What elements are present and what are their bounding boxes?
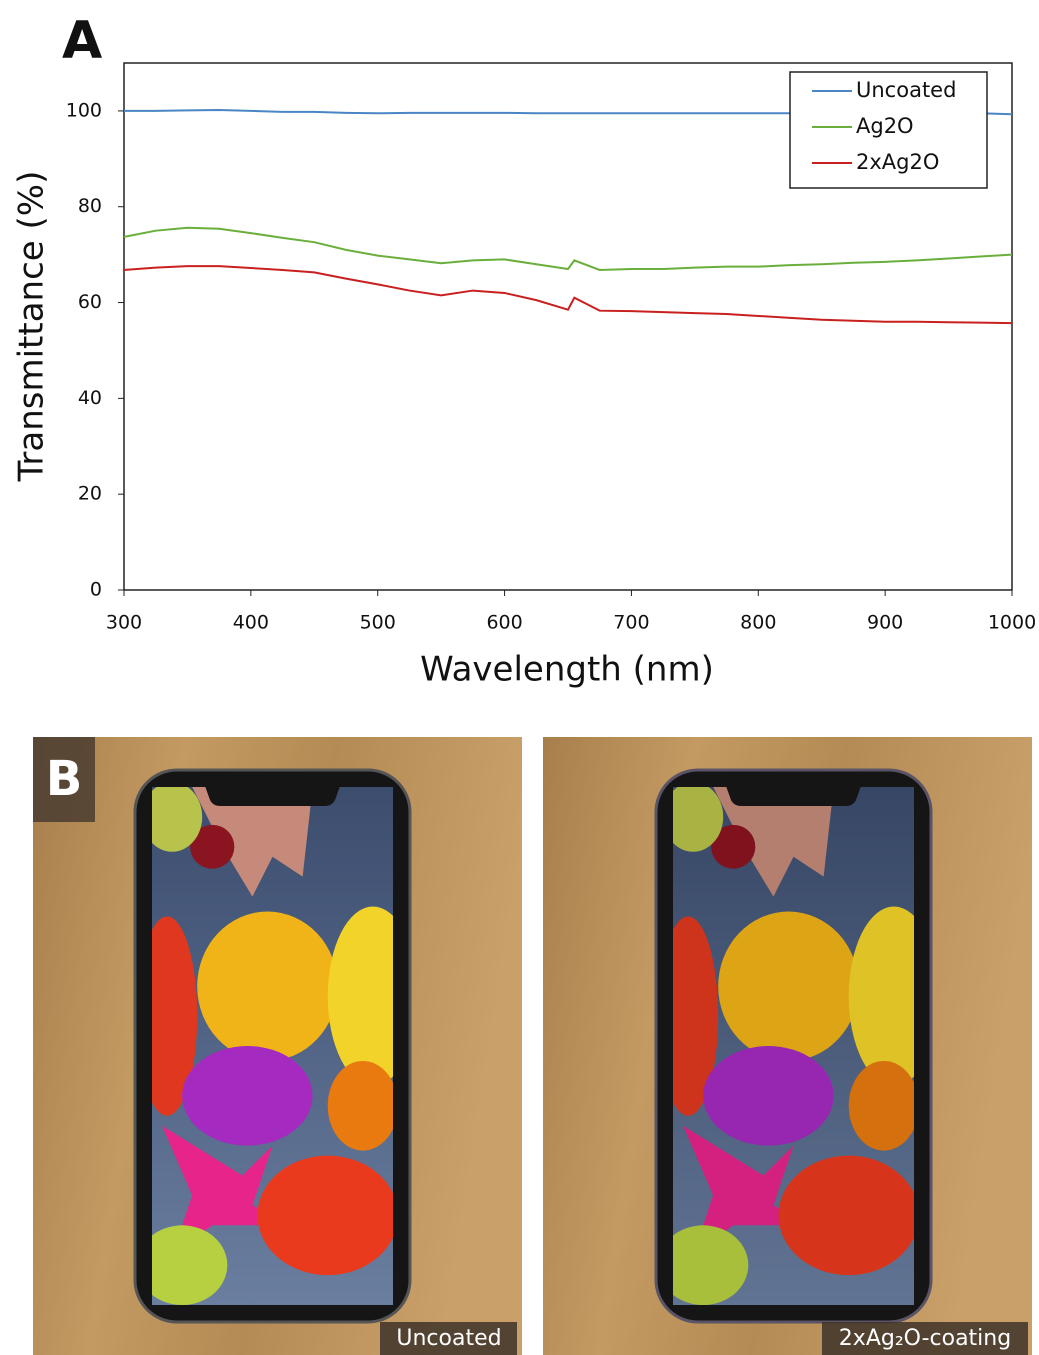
- y-tick-label: 60: [78, 291, 102, 313]
- y-tick-label: 80: [78, 195, 102, 217]
- legend-label: Uncoated: [856, 78, 956, 102]
- y-tick-label: 20: [78, 483, 102, 505]
- series-line: [123, 265, 1013, 325]
- x-tick-label: 1000: [988, 612, 1036, 634]
- photo-right: 2xAg₂O-coating: [543, 737, 1032, 1355]
- x-tick-label: 400: [233, 612, 269, 634]
- x-axis-title: Wavelength (nm): [420, 650, 714, 690]
- y-tick-label: 40: [78, 387, 102, 409]
- x-tick-label: 300: [106, 612, 142, 634]
- y-axis-title: Transmittance (%): [12, 171, 52, 483]
- x-tick-label: 500: [360, 612, 396, 634]
- x-tick-label: 800: [740, 612, 776, 634]
- photo-left: B Uncoated: [33, 737, 522, 1355]
- legend-label: 2xAg2O: [856, 150, 939, 174]
- chart: Wavelength (nm) Transmittance (%) 0 20 40 6…: [12, 62, 1036, 690]
- panel-label: B: [46, 751, 83, 807]
- series-line: [123, 226, 1013, 271]
- x-tick-label: 700: [613, 612, 649, 634]
- x-tick-label: 900: [867, 612, 903, 634]
- panel-label: A: [62, 11, 102, 71]
- x-tick-label: 600: [486, 612, 522, 634]
- y-tick-label: 0: [90, 579, 102, 601]
- plot-frame: [123, 62, 1013, 591]
- photo-caption: 2xAg₂O-coating: [839, 1326, 1011, 1351]
- y-tick-label: 100: [66, 99, 102, 121]
- photo-caption: Uncoated: [396, 1326, 501, 1351]
- legend-label: Ag2O: [856, 114, 914, 138]
